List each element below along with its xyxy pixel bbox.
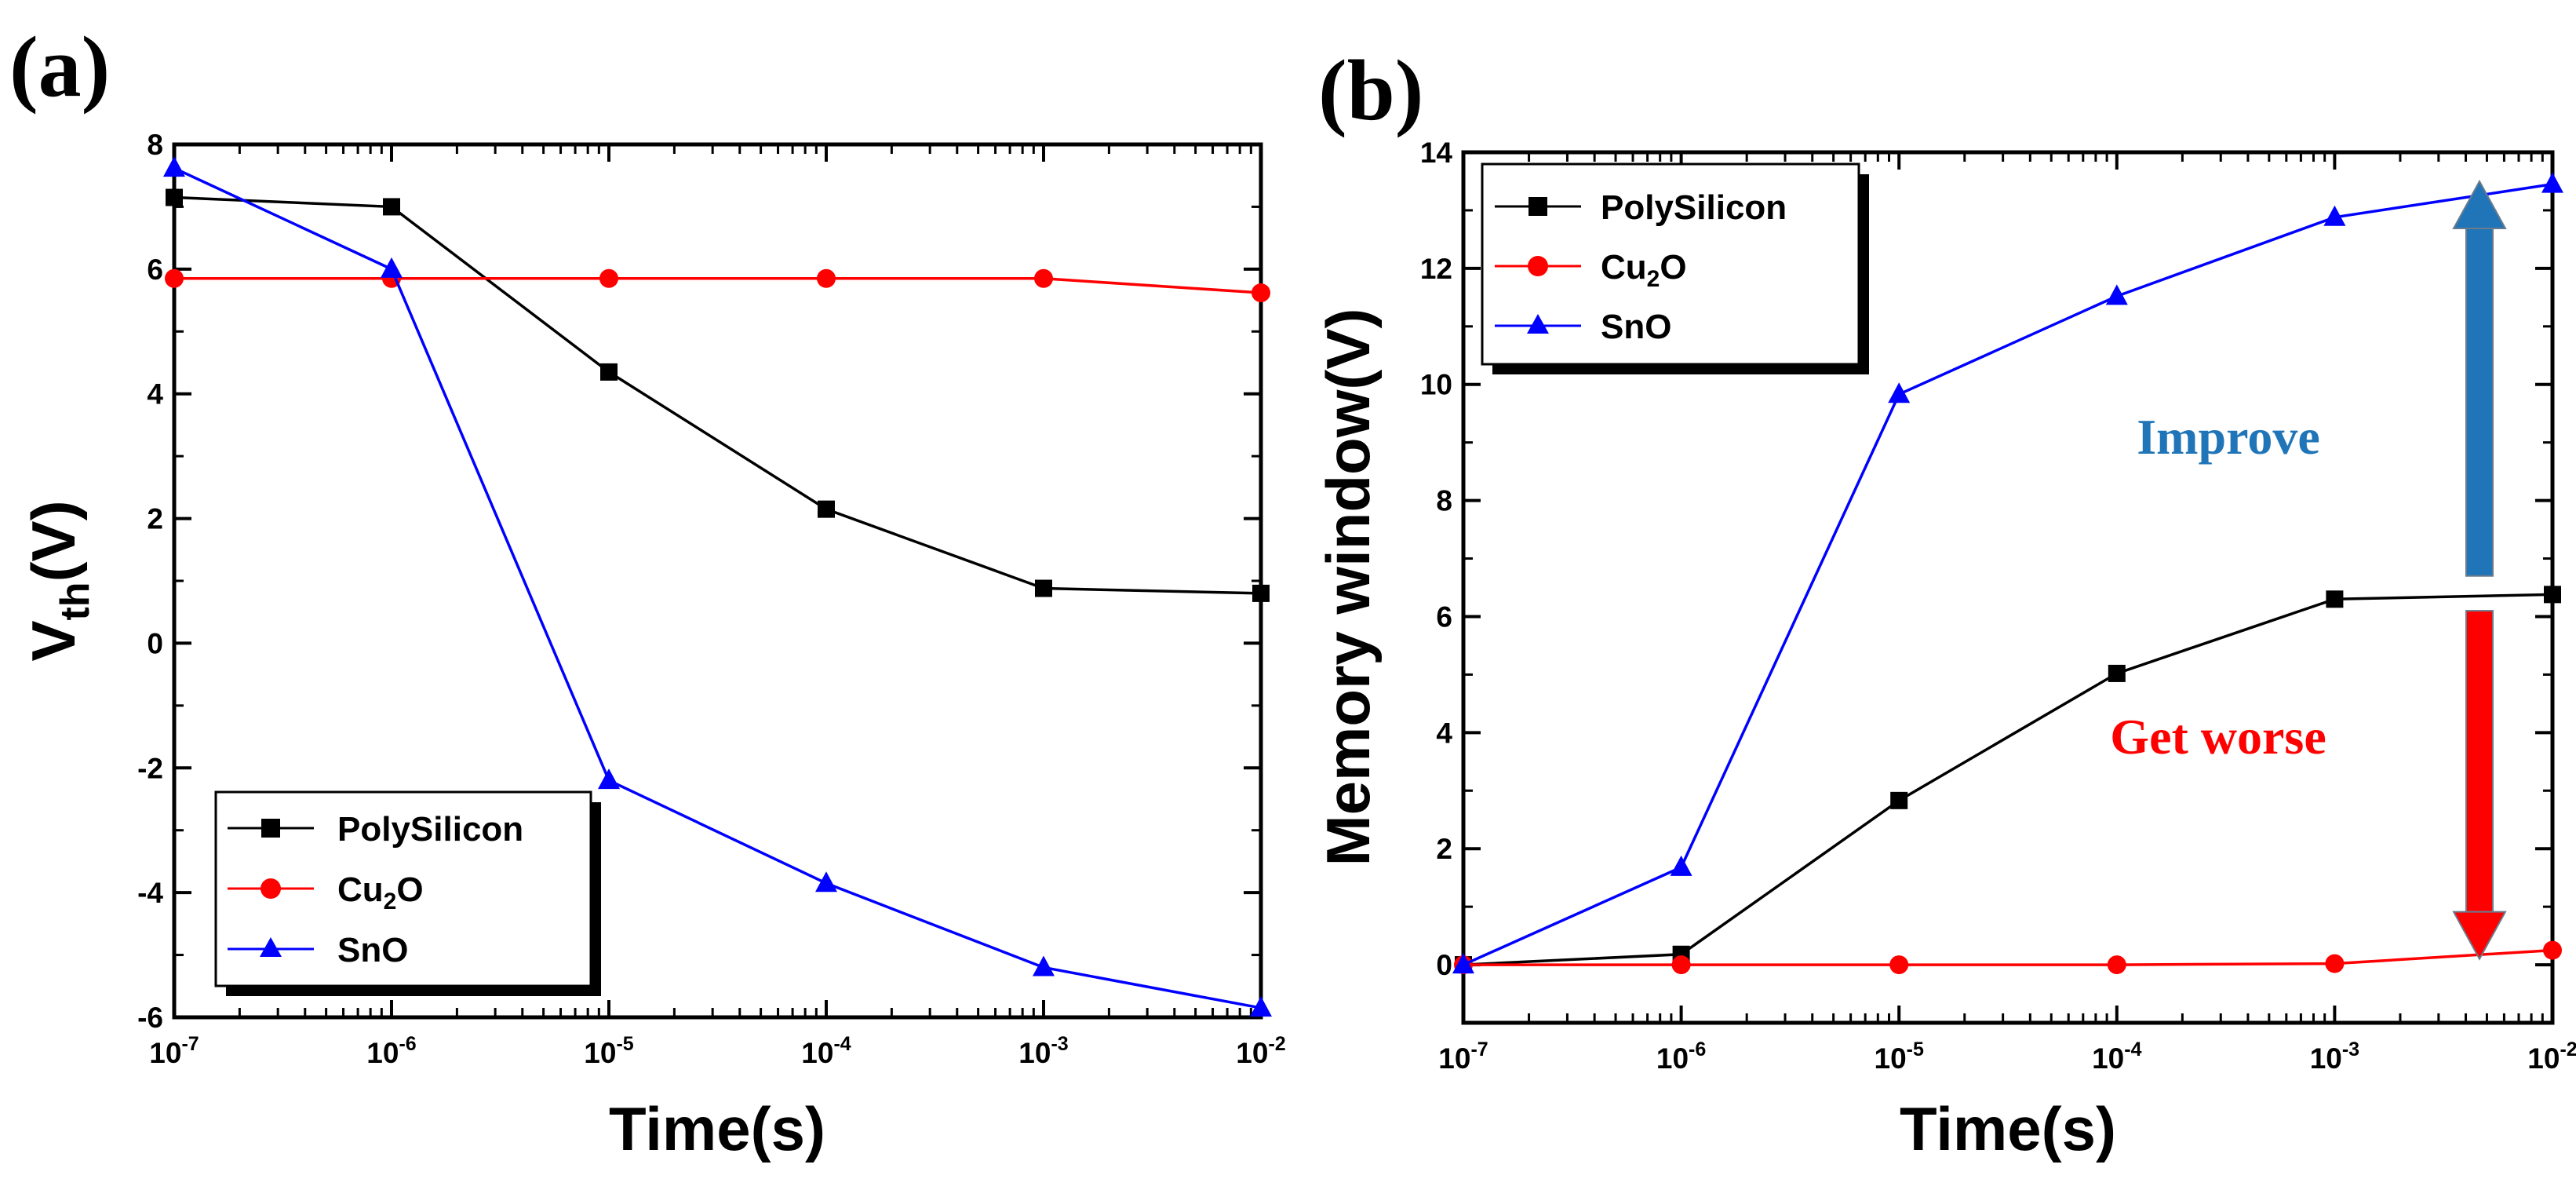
y-tick-label-b: 6	[1436, 600, 1452, 633]
series-line-cu2o-b	[1463, 948, 2553, 966]
legend-marker-polysilicon-a	[261, 819, 280, 838]
chart-a: (a) 10-7 10-6 10-5 10-4 10-3 10-2-6-4-202468 …	[9, 19, 1286, 1163]
legend-marker-sno-a	[260, 937, 282, 957]
data-point-cu2o-a	[599, 268, 618, 288]
x-tick-label-b: 10-6	[1656, 1038, 1706, 1075]
y-tick-label-b: 14	[1420, 137, 1453, 169]
x-tick-label-b: 10-7	[1438, 1038, 1488, 1075]
data-point-sno-a	[598, 768, 620, 790]
y-axis-label-a: Vth(V)	[19, 500, 98, 661]
improve-arrow-head	[2452, 179, 2507, 229]
data-point-cu2o-a	[817, 268, 836, 288]
data-point-sno-a	[381, 257, 403, 278]
data-point-sno-b	[2323, 205, 2346, 226]
legend-label-polysilicon-a: PolySilicon	[337, 810, 523, 849]
data-point-polysilicon-a	[818, 500, 835, 518]
legend-label-polysilicon-b: PolySilicon	[1601, 188, 1787, 227]
y-tick-label-a: 0	[147, 627, 163, 659]
series-line-polysilicon-a	[173, 195, 1262, 595]
data-point-sno-a	[815, 871, 837, 892]
data-point-sno-a	[1033, 955, 1055, 976]
legend-label-sno-b: SnO	[1601, 308, 1671, 346]
data-point-polysilicon-a	[166, 188, 183, 206]
y-tick-label-b: 10	[1420, 369, 1452, 401]
data-point-polysilicon-a	[1035, 579, 1052, 597]
x-tick-label-b: 10-4	[2092, 1038, 2141, 1075]
legend-label-cu2o-a: Cu2O	[337, 871, 424, 914]
panel-label-a: (a)	[9, 19, 110, 115]
data-point-cu2o-b	[2107, 955, 2126, 975]
x-tick-label-b: 10-3	[2310, 1038, 2359, 1075]
y-tick-label-b: 4	[1436, 717, 1452, 749]
legend-marker-cu2o-b	[1528, 256, 1548, 276]
y-tick-label-a: -4	[137, 877, 163, 909]
data-point-sno-a	[163, 156, 185, 177]
data-point-cu2o-a	[1252, 283, 1270, 303]
data-point-polysilicon-b	[2544, 586, 2561, 604]
data-point-polysilicon-b	[1890, 791, 1908, 809]
data-point-cu2o-b	[1671, 955, 1691, 975]
data-point-sno-b	[2105, 284, 2128, 305]
y-tick-label-a: -2	[137, 752, 163, 784]
y-tick-label-a: 4	[147, 378, 163, 411]
legend-label-cu2o-b: Cu2O	[1601, 248, 1687, 292]
legend-a: PolySilicon Cu2O SnO	[214, 790, 601, 996]
y-axis-label-b: Memory window(V)	[1314, 308, 1383, 867]
chart-b: (b) 10-7 10-6 10-5 10-4 10-3 10-202468101214 …	[1314, 42, 2576, 1163]
x-tick-label-a: 10-6	[366, 1033, 416, 1069]
y-tick-label-a: -6	[137, 1002, 163, 1034]
data-point-cu2o-a	[1034, 268, 1053, 288]
legend-label-sno-a: SnO	[337, 931, 408, 969]
data-point-polysilicon-a	[600, 363, 618, 381]
y-tick-label-b: 12	[1420, 253, 1452, 285]
data-point-polysilicon-a	[1252, 584, 1270, 602]
y-tick-label-b: 8	[1436, 485, 1452, 517]
data-point-sno-b	[2541, 172, 2563, 193]
x-tick-label-a: 10-5	[584, 1033, 633, 1069]
legend-b: PolySilicon Cu2O SnO	[1481, 162, 1869, 374]
annotation-improve: Improve	[2137, 409, 2319, 465]
y-tick-label-a: 6	[147, 254, 163, 286]
data-point-cu2o-b	[2325, 954, 2345, 973]
data-point-cu2o-b	[2543, 940, 2562, 960]
data-point-polysilicon-b	[2108, 664, 2126, 682]
series-line-sno-a	[173, 166, 1262, 1009]
legend-marker-cu2o-a	[261, 878, 281, 899]
data-point-sno-b	[1452, 953, 1474, 974]
data-point-sno-a	[1250, 996, 1272, 1017]
x-axis-label-b: Time(s)	[1900, 1094, 2116, 1163]
x-tick-label-a: 10-7	[149, 1033, 199, 1069]
x-tick-label-b: 10-2	[2527, 1038, 2576, 1075]
x-tick-label-a: 10-3	[1018, 1033, 1068, 1069]
x-tick-label-a: 10-2	[1236, 1033, 1285, 1069]
x-axis-label-a: Time(s)	[609, 1094, 825, 1163]
x-tick-label-b: 10-5	[1875, 1038, 1924, 1075]
series-line-sno-b	[1463, 182, 2553, 966]
legend-marker-sno-b	[1527, 314, 1549, 334]
panel-label-b: (b)	[1318, 42, 1423, 138]
data-point-sno-b	[1670, 855, 1692, 876]
data-point-sno-b	[1888, 382, 1911, 403]
y-tick-label-a: 8	[147, 129, 163, 161]
annotation-get-worse: Get worse	[2110, 709, 2326, 765]
data-point-cu2o-a	[165, 268, 184, 288]
y-tick-label-b: 2	[1436, 833, 1452, 865]
get-worse-arrow-shaft	[2465, 610, 2494, 913]
series-line-polysilicon-b	[1463, 593, 2553, 966]
data-point-polysilicon-b	[2326, 590, 2344, 608]
y-tick-label-a: 2	[147, 503, 163, 535]
x-tick-label-a: 10-4	[801, 1033, 851, 1069]
legend-marker-polysilicon-b	[1528, 197, 1547, 216]
get-worse-arrow-head	[2452, 911, 2507, 961]
series-line-cu2o-a	[174, 277, 1262, 294]
y-tick-label-b: 0	[1436, 949, 1452, 981]
data-point-polysilicon-a	[383, 198, 400, 216]
improve-arrow-shaft	[2465, 227, 2494, 577]
data-point-cu2o-b	[1889, 955, 1909, 975]
